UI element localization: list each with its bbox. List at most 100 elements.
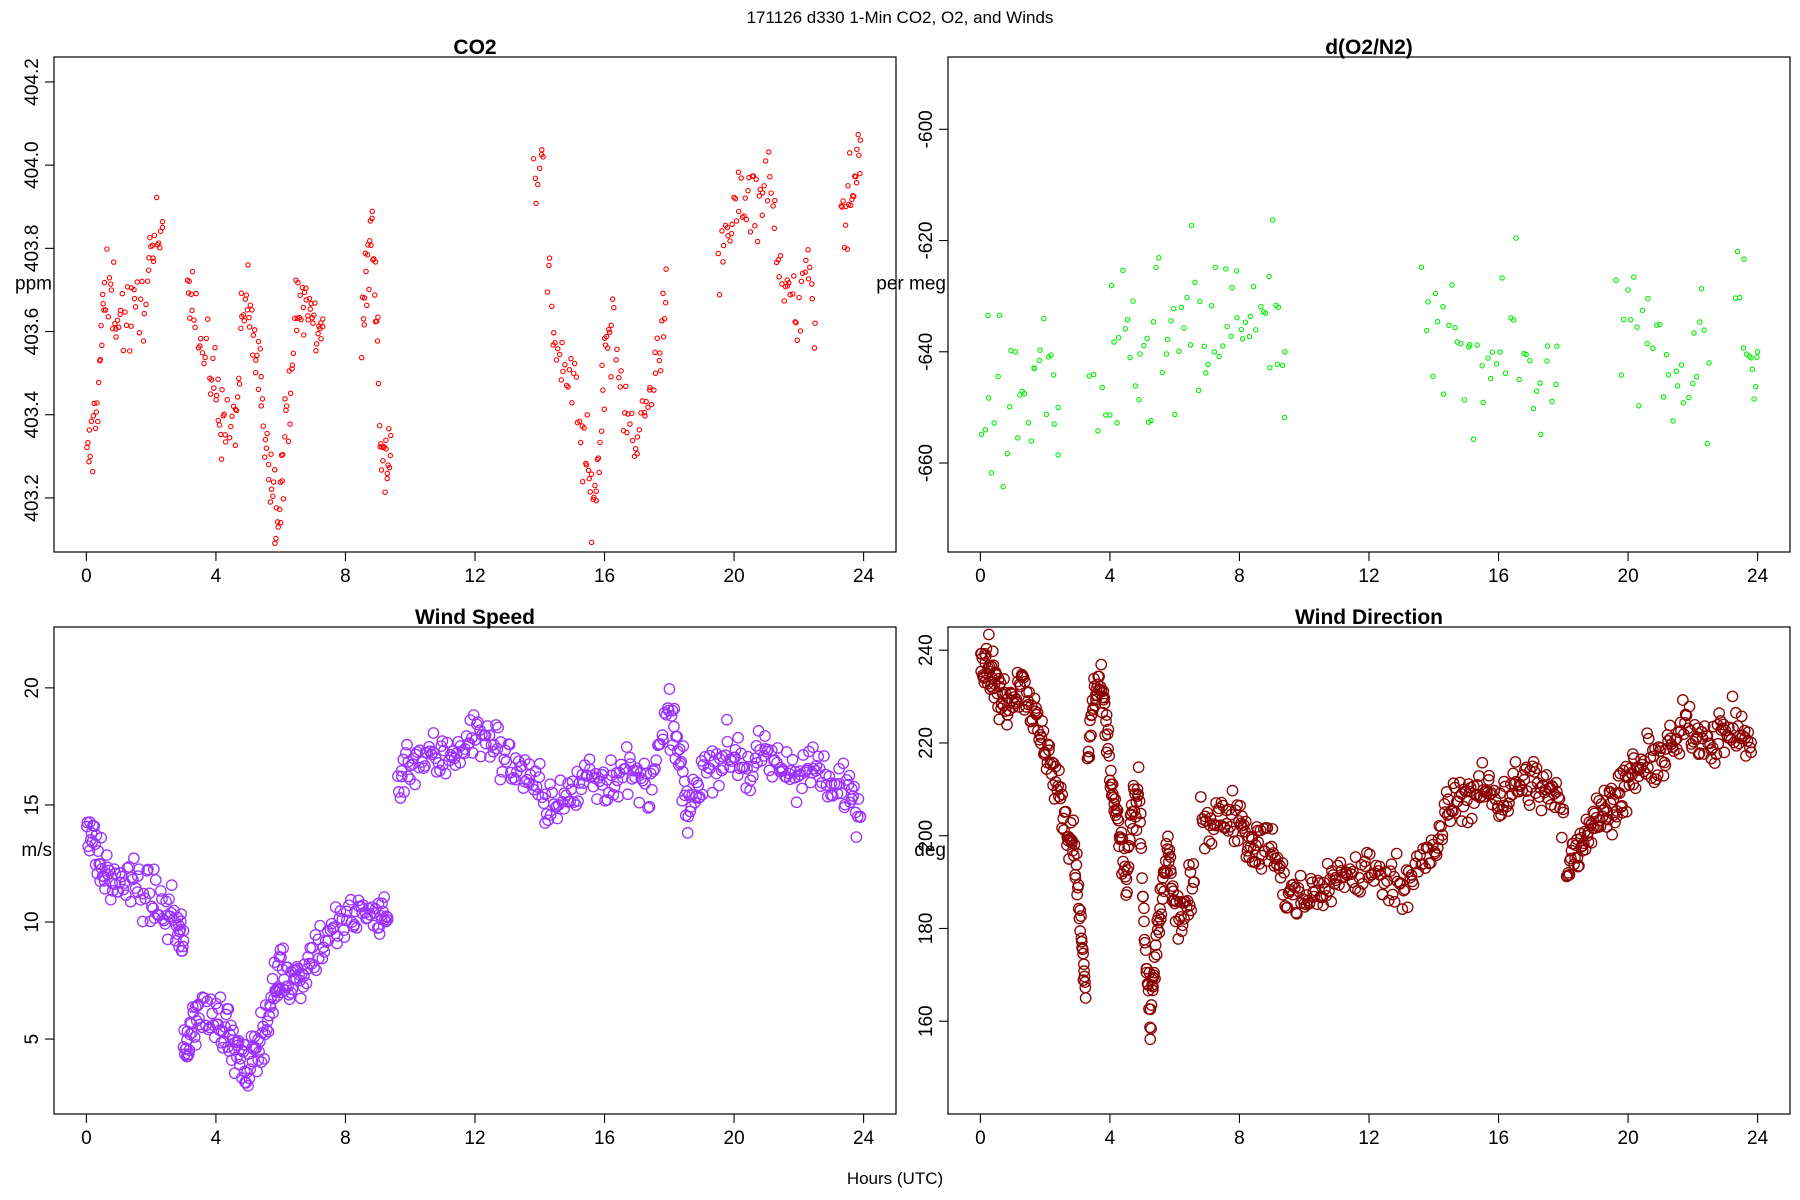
data-point <box>1579 843 1592 856</box>
data-point <box>616 374 622 381</box>
data-point <box>566 366 573 373</box>
data-point <box>810 759 823 772</box>
data-point <box>153 194 160 201</box>
data-point <box>1250 283 1257 290</box>
data-point <box>89 468 96 475</box>
data-point <box>1434 318 1441 325</box>
data-point <box>258 1053 270 1065</box>
y-tick-label: 10 <box>22 911 43 932</box>
data-point <box>1625 287 1631 293</box>
data-point <box>812 750 824 763</box>
data-point <box>251 1065 263 1078</box>
data-point <box>1261 822 1274 834</box>
data-point <box>559 339 565 346</box>
data-point <box>1446 322 1452 329</box>
data-point <box>1701 730 1714 742</box>
data-point <box>258 373 264 380</box>
data-point <box>1031 365 1038 372</box>
data-point <box>318 335 324 342</box>
x-tick-label: 0 <box>975 1128 986 1149</box>
data-point <box>643 398 649 405</box>
data-point <box>255 338 262 345</box>
x-tick-label: 4 <box>211 1128 222 1149</box>
data-point <box>662 299 669 306</box>
data-point <box>1238 326 1245 333</box>
data-point <box>275 524 281 530</box>
data-point <box>1648 776 1661 789</box>
panel-o2: d(O2/N2) per meg 0 4 8 12 16 20 24 -660 -640 -620 -6… <box>876 36 1791 587</box>
data-point <box>223 1028 236 1040</box>
data-point <box>1729 706 1742 719</box>
data-point <box>1669 733 1682 746</box>
x-tick-label: 0 <box>81 566 92 587</box>
data-point <box>145 267 152 273</box>
data-point <box>809 281 815 287</box>
data-point <box>1232 834 1244 847</box>
y-tick-label: 403.8 <box>22 225 43 273</box>
data-point <box>629 410 635 417</box>
data-point <box>373 921 385 934</box>
data-point <box>378 441 384 447</box>
data-point <box>729 751 741 764</box>
data-point <box>1175 925 1188 938</box>
data-point <box>369 215 375 222</box>
data-point <box>215 1024 228 1037</box>
data-point <box>1166 880 1179 892</box>
data-point <box>842 222 849 228</box>
data-point <box>618 368 624 374</box>
data-point <box>1289 881 1301 894</box>
data-point <box>735 169 742 176</box>
data-point <box>1712 737 1725 750</box>
x-tick-label: 24 <box>853 1128 875 1149</box>
data-point <box>594 456 601 463</box>
data-point <box>1197 298 1203 305</box>
data-point <box>565 384 571 390</box>
data-point <box>211 385 217 391</box>
data-point <box>634 434 641 440</box>
data-point <box>144 278 151 284</box>
data-point <box>293 327 300 334</box>
data-point <box>742 195 749 201</box>
data-point <box>300 304 307 311</box>
data-point <box>713 779 725 792</box>
data-point <box>438 744 450 757</box>
data-point <box>603 333 610 340</box>
data-point <box>1645 295 1651 302</box>
data-point <box>807 741 819 754</box>
data-point <box>1046 756 1059 769</box>
data-point <box>116 870 128 883</box>
data-point <box>1184 294 1190 301</box>
data-point <box>1056 822 1068 834</box>
data-point <box>592 482 598 489</box>
data-point <box>1435 820 1447 833</box>
data-point <box>571 360 578 367</box>
data-point <box>1153 264 1159 271</box>
data-point <box>1186 882 1199 895</box>
data-point <box>246 314 252 321</box>
y-tick-label: -640 <box>916 333 937 371</box>
data-point <box>93 409 100 415</box>
data-point <box>611 304 617 311</box>
data-point <box>1134 816 1146 828</box>
data-point <box>434 764 446 777</box>
data-point <box>143 301 149 308</box>
data-point <box>657 350 663 356</box>
x-tick-label: 12 <box>1358 1128 1379 1149</box>
data-point <box>1170 895 1183 908</box>
data-point <box>1066 835 1079 847</box>
data-point <box>660 334 667 340</box>
data-point <box>1239 336 1246 342</box>
x-tick-label: 20 <box>1618 1128 1639 1149</box>
data-point <box>298 316 304 323</box>
data-point <box>290 350 297 357</box>
data-point <box>1553 381 1559 388</box>
data-point <box>1493 361 1500 367</box>
data-point <box>1509 756 1522 768</box>
data-point <box>1636 403 1642 409</box>
data-point <box>213 392 220 399</box>
data-point <box>258 403 265 409</box>
data-point <box>624 429 630 436</box>
data-point <box>419 760 431 772</box>
data-point <box>298 969 310 982</box>
data-point <box>1053 764 1065 777</box>
